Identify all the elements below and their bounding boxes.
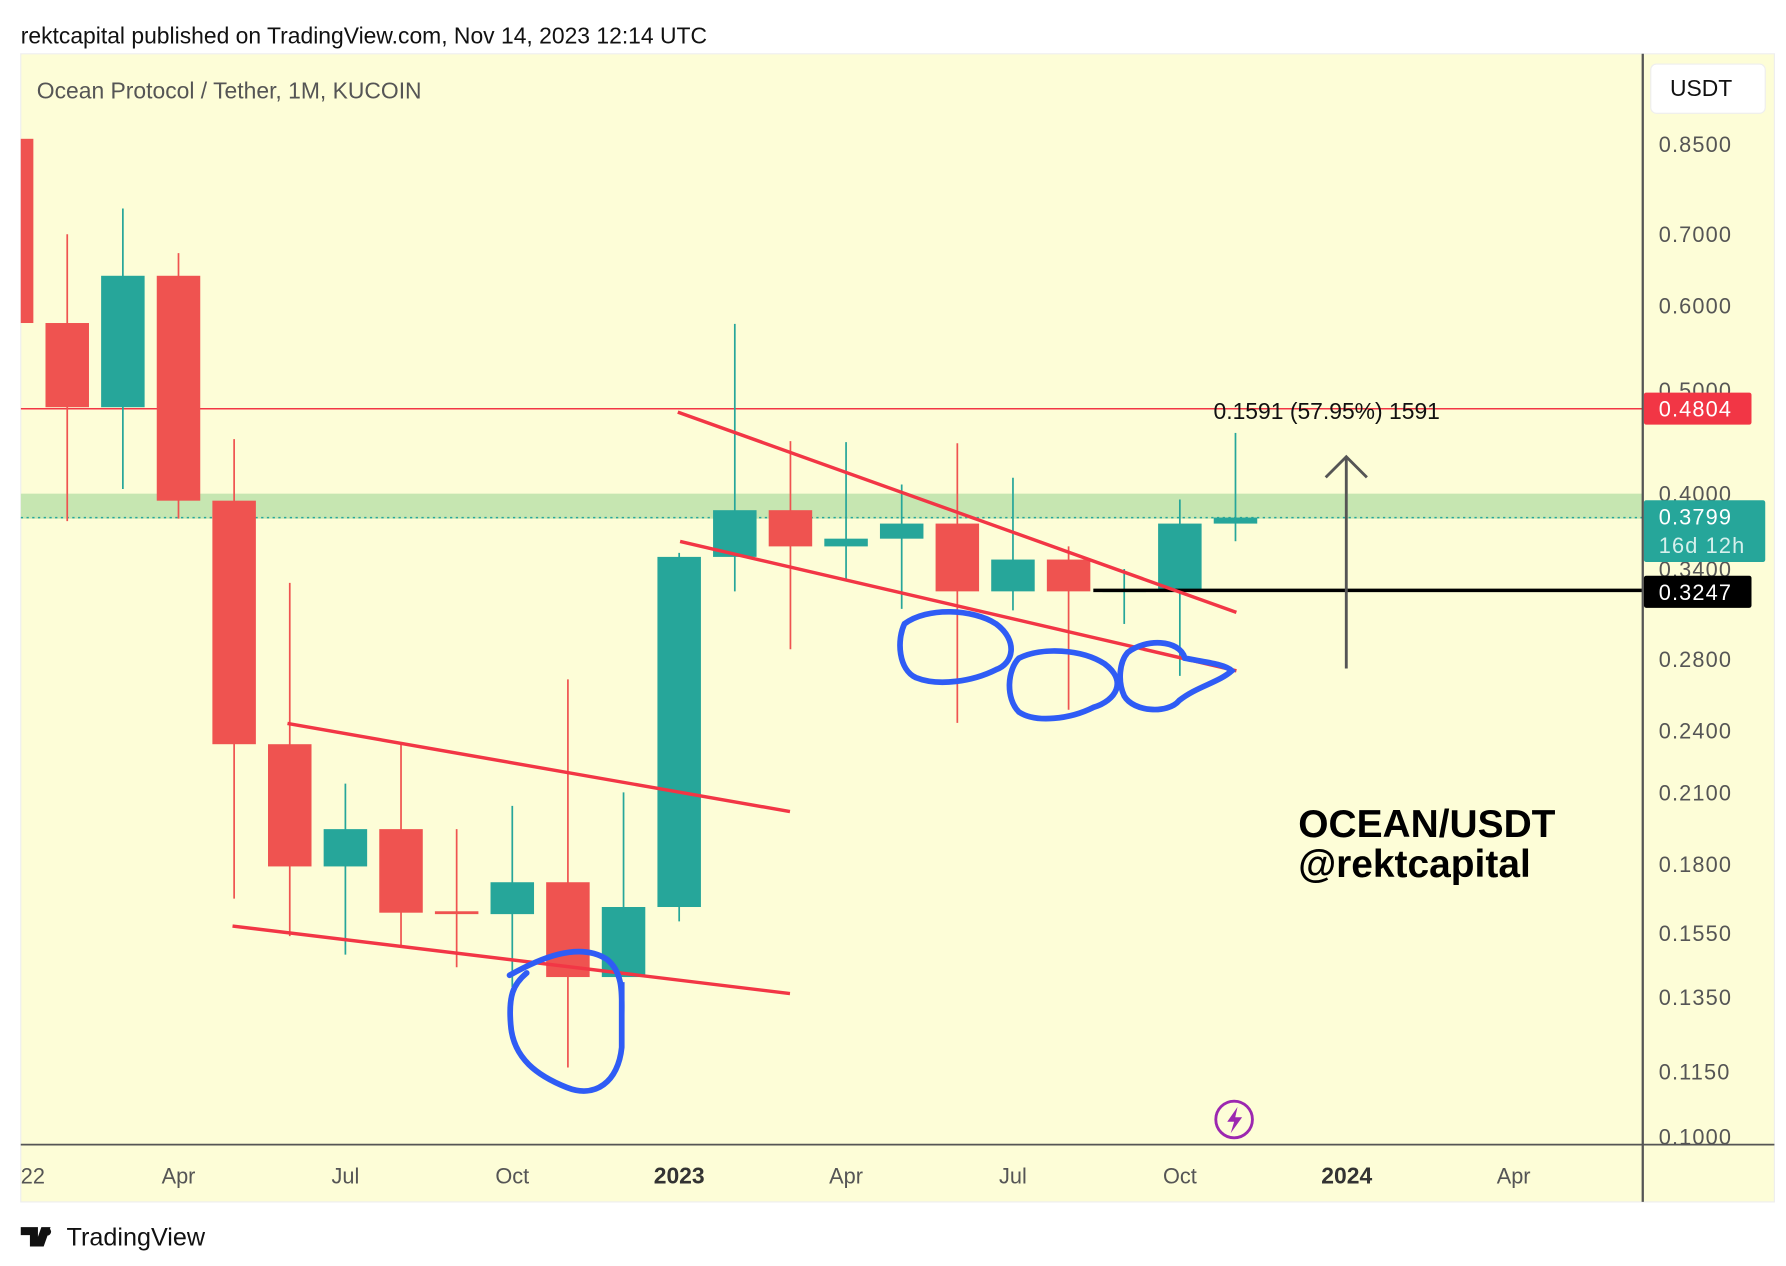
- support-price-tag: 0.3247: [1643, 575, 1752, 608]
- candle-body: [156, 275, 201, 501]
- time-tick-label: Jul: [999, 1164, 1027, 1189]
- last-price-tag: 0.3799 16d 12h: [1643, 500, 1766, 563]
- lightning-icon[interactable]: [1214, 1099, 1254, 1140]
- price-tick-label: 0.8500: [1659, 132, 1732, 157]
- candle-2022-10[interactable]: [490, 805, 535, 988]
- time-tick-label: Oct: [1163, 1164, 1197, 1189]
- time-tick-label: Jul: [331, 1164, 359, 1189]
- time-tick-label: Apr: [1497, 1164, 1531, 1189]
- candle-2022-05[interactable]: [212, 439, 256, 899]
- plot-area[interactable]: 0.1591 (57.95%) 1591 OCEAN/USDT @rektcap…: [0, 138, 1643, 1140]
- chart-border: [20, 53, 1775, 1203]
- price-tick-label: 0.1150: [1659, 1060, 1731, 1085]
- candle-2023-04[interactable]: [824, 442, 868, 579]
- time-axis-labels: 22 Apr Jul Oct 2023 Apr Jul Oct 2024 Apr: [21, 1163, 1531, 1189]
- chart-background[interactable]: [20, 53, 1775, 1202]
- support-price-label: 0.3247: [1659, 580, 1732, 605]
- time-tick-label: Apr: [162, 1164, 196, 1189]
- time-tick-label: 2024: [1321, 1163, 1372, 1189]
- trendline-2022-lower[interactable]: [232, 924, 791, 996]
- candle-body: [1046, 559, 1091, 592]
- candle-body: [212, 500, 256, 745]
- tradingview-brand: TradingView: [67, 1223, 206, 1251]
- chart-title: Ocean Protocol / Tether, 1M, KUCOIN: [37, 77, 422, 103]
- candle-body: [546, 882, 590, 978]
- currency-button-label: USDT: [1670, 75, 1732, 101]
- candle-2022-09[interactable]: [434, 829, 479, 968]
- resistance-price-tag: 0.4804: [1643, 392, 1752, 425]
- trendline-2023-lower[interactable]: [679, 539, 1237, 673]
- hand-drawn-loop-2023-b[interactable]: [1006, 648, 1120, 722]
- candle-2022-06[interactable]: [268, 582, 312, 937]
- candle-2022-08[interactable]: [379, 742, 423, 946]
- candle-2023-01[interactable]: [657, 552, 701, 922]
- candle-2023-05[interactable]: [879, 484, 924, 609]
- candle-body: [379, 829, 423, 913]
- price-tick-label: 0.2800: [1659, 647, 1732, 672]
- candle-2022-03[interactable]: [101, 208, 145, 490]
- price-tick-label: 0.1350: [1659, 985, 1732, 1010]
- candle-2022-07[interactable]: [323, 783, 368, 955]
- candle-2023-03[interactable]: [768, 441, 813, 650]
- candle-body: [601, 907, 646, 978]
- candle-body: [824, 538, 868, 547]
- time-tick-label: 2023: [654, 1163, 705, 1189]
- candle-body: [1213, 517, 1258, 524]
- currency-button[interactable]: USDT: [1650, 63, 1766, 114]
- tradingview-logo[interactable]: TradingView: [20, 1223, 206, 1251]
- measure-label: 0.1591 (57.95%) 1591: [1214, 398, 1440, 424]
- candle-2023-11[interactable]: [1213, 432, 1258, 542]
- watermark-author: @rektcapital: [1298, 843, 1531, 886]
- candle-2022-02[interactable]: [45, 234, 89, 522]
- trendline-2023-upper[interactable]: [677, 410, 1237, 615]
- price-tick-label: 0.1000: [1659, 1124, 1732, 1149]
- time-tick-label: Apr: [829, 1164, 863, 1189]
- candle-2023-07[interactable]: [991, 477, 1035, 611]
- time-tick-label: 22: [21, 1164, 45, 1189]
- candle-body: [101, 275, 145, 408]
- up-arrow-drawing[interactable]: [1324, 454, 1368, 669]
- candle-countdown: 16d 12h: [1659, 533, 1746, 558]
- watermark-pair: OCEAN/USDT: [1298, 803, 1555, 846]
- candle-body: [45, 323, 89, 408]
- candle-body: [657, 556, 701, 908]
- candles: [0, 138, 1258, 1068]
- candle-body: [935, 523, 980, 592]
- candle-2022-01[interactable]: [0, 138, 34, 324]
- published-header: rektcapital published on TradingView.com…: [21, 22, 707, 48]
- candle-2023-08[interactable]: [1046, 546, 1091, 710]
- hand-drawn-loop-2022[interactable]: [506, 948, 625, 1094]
- time-tick-label: Oct: [495, 1164, 529, 1189]
- hand-drawn-loop-2023-c[interactable]: [1117, 639, 1236, 713]
- candle-body: [768, 510, 813, 547]
- candle-body: [490, 882, 535, 915]
- trendline-2022-upper[interactable]: [287, 721, 791, 814]
- candle-body: [20, 138, 34, 324]
- candle-body: [434, 911, 479, 915]
- candle-2022-11[interactable]: [546, 679, 590, 1068]
- price-tick-label: 0.6000: [1659, 294, 1732, 319]
- candle-2022-04[interactable]: [156, 253, 201, 519]
- support-zone: [20, 493, 1643, 519]
- price-tick-label: 0.1550: [1659, 921, 1732, 946]
- candle-body: [323, 829, 368, 867]
- hand-drawn-loop-2023-a[interactable]: [897, 608, 1014, 685]
- candle-body: [991, 559, 1035, 592]
- candle-body: [268, 744, 312, 867]
- price-tick-label: 0.2100: [1659, 780, 1732, 805]
- price-tick-label: 0.1800: [1659, 852, 1732, 877]
- last-price-label: 0.3799: [1659, 504, 1732, 529]
- candle-body: [1158, 523, 1202, 590]
- candle-body: [879, 523, 924, 539]
- price-tick-label: 0.7000: [1659, 222, 1732, 247]
- price-tick-label: 0.2400: [1659, 718, 1732, 743]
- tradingview-logo-icon: [20, 1227, 51, 1247]
- candle-2022-12[interactable]: [601, 792, 646, 978]
- resistance-price-label: 0.4804: [1659, 397, 1732, 422]
- candle-2023-06[interactable]: [935, 443, 980, 723]
